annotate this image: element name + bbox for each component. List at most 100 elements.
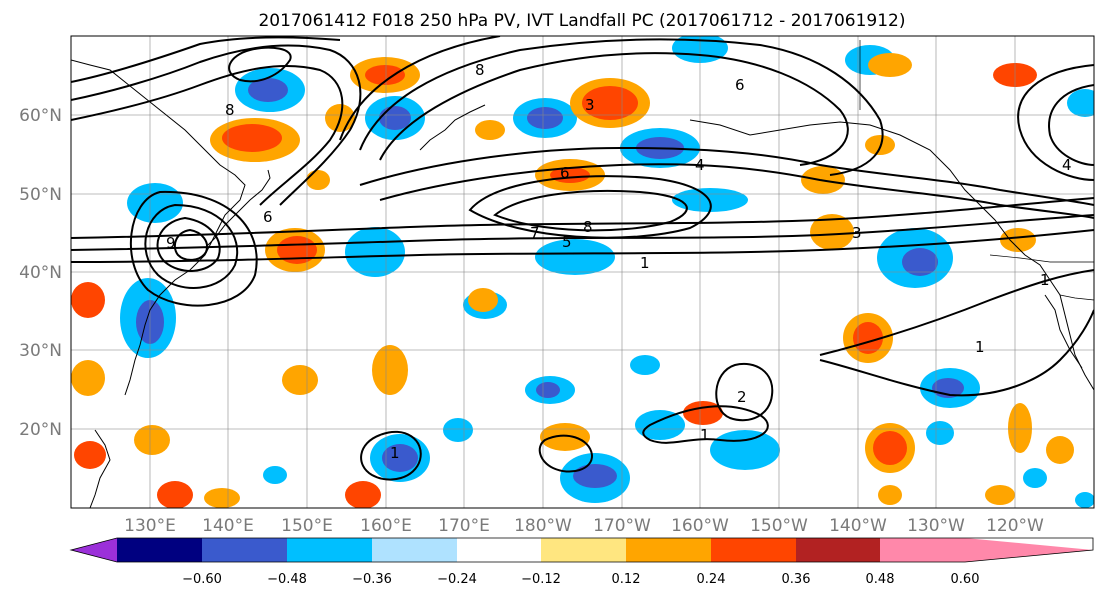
shade-negative-core (536, 382, 560, 398)
contour-label: 7 (530, 224, 540, 242)
lat-label: 20°N (19, 420, 62, 440)
lat-label: 60°N (19, 106, 62, 126)
shade-positive-core (365, 65, 405, 85)
lon-label: 140°W (829, 516, 887, 536)
shade-positive (306, 170, 330, 190)
shade-positive (157, 481, 193, 508)
shade-negative-core (382, 444, 418, 472)
contour-line (379, 163, 1094, 219)
shade-negative (1023, 468, 1047, 488)
colorbar-segment (711, 538, 796, 562)
contour-label: 3 (585, 96, 595, 114)
contour-line (129, 190, 258, 307)
colorbar-tick-label: 0.60 (951, 572, 980, 587)
ivt-shading (71, 36, 1094, 508)
shade-positive (878, 485, 902, 505)
shade-negative (1067, 89, 1094, 117)
shade-positive-core (873, 431, 907, 465)
colorbar-segment (287, 538, 372, 562)
lon-label: 160°E (360, 516, 412, 536)
philippines-coastline (89, 429, 111, 508)
colorbar-segment (626, 538, 711, 562)
shade-positive (540, 423, 590, 451)
colorbar: −0.60 −0.48 −0.36 −0.24 −0.12 0.12 0.24 … (69, 537, 1094, 587)
colorbar-tick-label: −0.60 (182, 572, 222, 587)
lon-label: 140°E (202, 516, 254, 536)
shade-negative-core (902, 248, 938, 276)
contour-label: 8 (225, 101, 235, 119)
longitude-labels: 130°E 140°E 150°E 160°E 170°E 180°W 170°… (124, 516, 1044, 536)
contour-line (71, 44, 362, 206)
shade-positive-core (853, 322, 883, 354)
contour-line (71, 229, 1094, 263)
shade-positive (71, 282, 105, 318)
shade-positive (1000, 228, 1036, 252)
shade-positive (1008, 403, 1032, 453)
contour-line (819, 309, 1094, 397)
shade-negative-core (573, 464, 617, 488)
contour-line (1048, 84, 1094, 166)
shade-negative (345, 227, 405, 277)
lon-label: 150°W (750, 516, 808, 536)
shade-positive (810, 214, 854, 250)
colorbar-segment (796, 538, 880, 562)
contour-line (468, 175, 712, 239)
shade-negative (127, 183, 183, 223)
contour-label: 1 (975, 338, 985, 356)
shade-positive (1046, 436, 1074, 464)
lon-label: 180°W (514, 516, 572, 536)
contour-line (144, 203, 239, 289)
colorbar-outline (69, 537, 1094, 563)
contour-label: 6 (735, 76, 745, 94)
contour-line (819, 269, 1094, 356)
contour-label: 2 (737, 388, 747, 406)
lon-label: 160°W (671, 516, 729, 536)
contour-line (359, 38, 884, 176)
colorbar-extend-low (71, 538, 117, 562)
contour-line (493, 189, 688, 232)
contour-line (71, 36, 341, 83)
map-panel: 1 3 4 5 6 7 8 9 1 4 6 8 2 1 1 1 6 3 8 (70, 35, 1095, 509)
contour-label: 1 (700, 426, 710, 444)
contour-line (173, 228, 208, 261)
shade-positive (134, 425, 170, 455)
colorbar-tick-label: 0.48 (866, 572, 895, 587)
contour-line (156, 216, 221, 272)
colorbar-tick-label: 0.12 (612, 572, 641, 587)
contour-line (1017, 64, 1094, 181)
contour-labels: 1 3 4 5 6 7 8 9 1 4 6 8 2 1 1 1 6 3 8 (166, 61, 1072, 462)
us-mexico-border (1059, 294, 1094, 301)
lon-label: 120°W (986, 516, 1044, 536)
contour-label: 1 (640, 254, 650, 272)
shade-positive (468, 288, 498, 312)
lat-label: 40°N (19, 263, 62, 283)
colorbar-tick-label: −0.12 (521, 572, 561, 587)
colorbar-segment (457, 538, 541, 562)
map-frame (70, 35, 1095, 509)
contour-label: 8 (475, 61, 485, 79)
contour-line (71, 65, 344, 206)
contour-label: 5 (562, 233, 572, 251)
shade-positive (985, 485, 1015, 505)
shade-negative-core (379, 106, 411, 130)
contour-line (339, 36, 501, 141)
colorbar-segment (202, 538, 287, 562)
contour-line (538, 434, 594, 473)
shade-positive (282, 365, 318, 395)
contour-line (228, 46, 292, 83)
shade-negative (926, 421, 954, 445)
contour-line (360, 430, 422, 481)
shade-negative-core (527, 107, 563, 129)
contour-label: 8 (583, 218, 593, 236)
contour-label: 3 (852, 224, 862, 242)
shade-negative (535, 239, 615, 275)
shade-positive-core (222, 124, 282, 152)
asia-coastline (71, 59, 246, 396)
contour-line (642, 405, 769, 444)
kamchatka-coastline (419, 104, 486, 151)
shade-positive-core (582, 86, 638, 120)
colorbar-extend-high (965, 538, 1093, 562)
shade-positive (71, 360, 105, 396)
shade-negative (635, 410, 685, 440)
